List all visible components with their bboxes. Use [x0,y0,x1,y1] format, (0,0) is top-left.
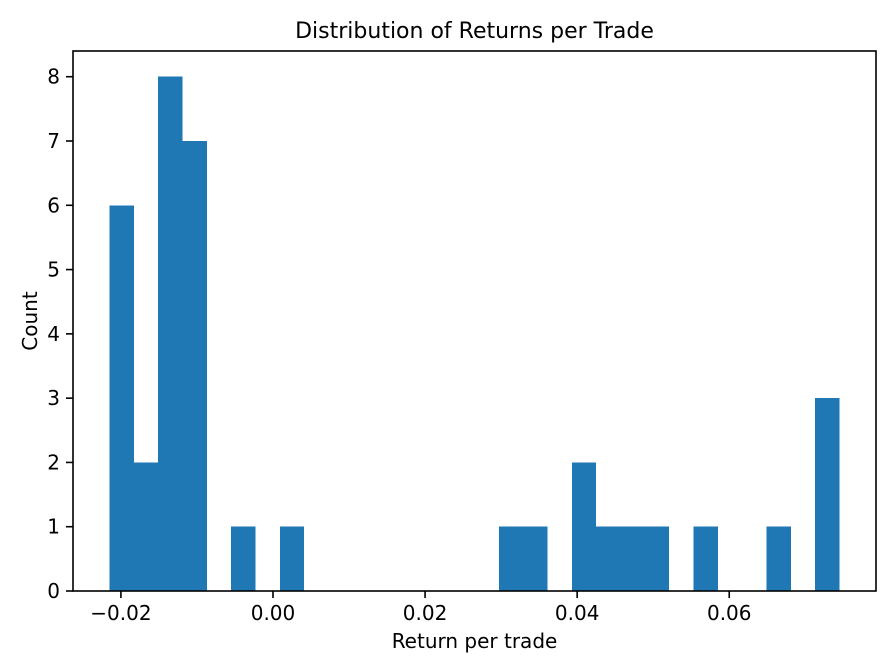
y-tick-label-2: 2 [47,450,60,474]
histogram-bar-3 [182,141,207,591]
x-tick-label-2: 0.02 [403,601,448,625]
y-tick-label-4: 4 [47,322,60,346]
histogram-bar-7 [279,526,305,591]
x-tick-label-1: 0.00 [251,601,296,625]
axes-group [66,50,877,598]
histogram-bar-16 [498,526,524,591]
x-tick-label-0: −0.02 [90,601,151,625]
chart-title: Distribution of Returns per Trade [295,19,654,44]
y-tick-label-5: 5 [47,258,60,282]
x-axis-label: Return per trade [392,629,558,653]
histogram-bar-27 [766,526,791,591]
y-tick-label-6: 6 [47,193,60,217]
histogram-bar-29 [815,398,840,591]
histogram-bar-19 [571,462,597,591]
histogram-bar-21 [620,526,645,591]
y-tick-label-7: 7 [47,129,60,153]
histogram-bar-20 [596,526,621,591]
y-tick-label-0: 0 [47,579,60,603]
axes-spines [72,50,877,592]
y-tick-label-3: 3 [47,386,60,410]
bars-group [109,76,840,592]
y-tick-label-1: 1 [47,515,60,539]
x-tick-label-4: 0.06 [707,601,752,625]
y-axis-label: Count [18,291,42,351]
histogram-bar-22 [644,526,670,591]
histogram-bar-17 [523,526,548,591]
tick-labels-group: −0.02 0.00 0.02 0.04 0.06 0 1 2 3 4 5 6 7 8 [47,65,751,625]
x-tick-label-3: 0.04 [555,601,600,625]
y-tick-label-8: 8 [47,65,60,89]
histogram-bar-2 [158,76,183,591]
histogram-bar-0 [109,205,134,592]
histogram-bar-5 [231,526,256,591]
histogram-bar-24 [693,526,718,591]
histogram-bar-1 [133,462,159,591]
